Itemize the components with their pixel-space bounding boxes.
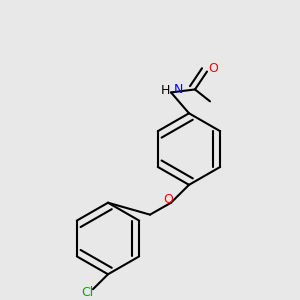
Text: O: O <box>163 193 173 206</box>
Text: H: H <box>160 84 170 98</box>
Text: Cl: Cl <box>81 286 93 299</box>
Text: N: N <box>174 83 183 96</box>
Text: O: O <box>208 62 218 75</box>
